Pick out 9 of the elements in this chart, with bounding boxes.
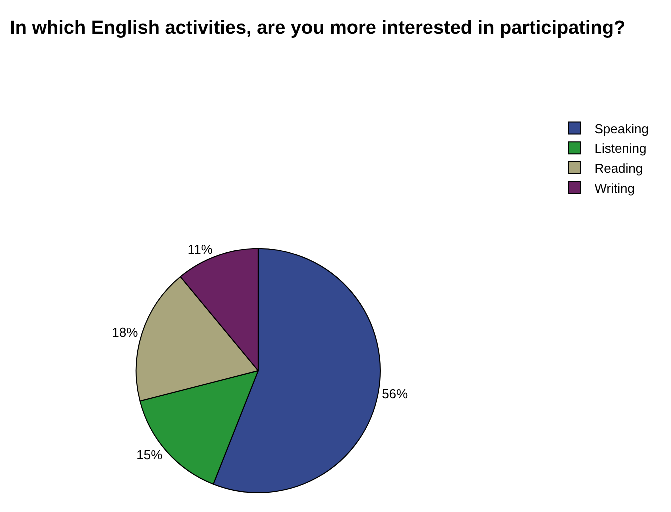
data-label: 11% — [188, 242, 214, 257]
legend-label: Speaking — [594, 121, 649, 136]
legend-label: Writing — [594, 181, 635, 196]
legend-label: Listening — [594, 141, 647, 156]
legend-label: Reading — [594, 161, 644, 176]
chart-title: In which English activities, are you more interested in participating? — [10, 18, 626, 39]
data-label: 15% — [136, 447, 164, 462]
data-label: 56% — [382, 386, 409, 402]
data-label: 18% — [112, 324, 139, 340]
